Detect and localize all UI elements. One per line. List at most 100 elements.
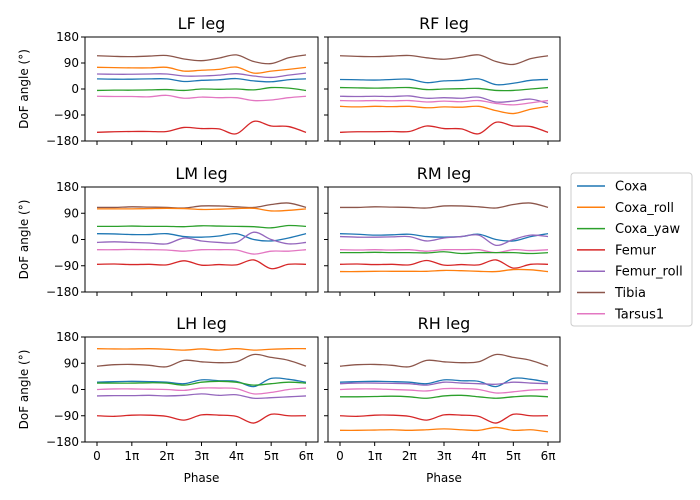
series-line-femur: [96, 259, 307, 270]
legend-item-femur: Femur: [577, 243, 657, 258]
x-tick-label: 6π: [299, 449, 314, 463]
series-line-femur: [96, 413, 307, 424]
legend: Coxa Coxa_roll Coxa_yaw Femur Femur_roll Tibi…: [570, 172, 693, 327]
y-tick-label: 0: [71, 82, 79, 96]
legend-box: [570, 172, 693, 327]
series-line-femur: [339, 121, 549, 135]
series-line-coxa: [339, 78, 549, 86]
x-tick-label: 1π: [367, 449, 382, 463]
series-line-femur_roll: [339, 95, 549, 105]
panel-lh-leg: LH leg −180 −90 0 90 180 0 1π 2π 3π 4π 5π 6π Phase DoF…: [17, 314, 319, 485]
y-axis-label: DoF angle (°): [17, 49, 31, 129]
x-tick-label: 1π: [124, 449, 139, 463]
x-tick-label: 4π: [229, 449, 244, 463]
panel-title: RH leg: [418, 314, 471, 333]
y-axis-label: DoF angle (°): [17, 350, 31, 430]
y-tick-label: 180: [56, 30, 79, 44]
series-line-femur_roll: [339, 234, 549, 247]
x-tick-label: 5π: [264, 449, 279, 463]
y-tick-label: 90: [64, 356, 79, 370]
series-line-coxa_roll: [339, 268, 549, 273]
panel-lf-leg: LF leg −180 −90 0 90 180 DoF angle (°): [17, 14, 319, 148]
series-line-tarsus1: [96, 387, 307, 395]
series-line-tibia: [96, 202, 307, 209]
x-axis-label: Phase: [426, 471, 462, 485]
legend-item-coxa_yaw: Coxa_yaw: [577, 222, 680, 237]
series-line-coxa_yaw: [339, 86, 549, 92]
series-line-coxa_yaw: [96, 224, 307, 229]
series-line-tibia: [339, 202, 549, 209]
panel-title: LM leg: [175, 164, 227, 183]
y-tick-label: 90: [64, 56, 79, 70]
x-axis-label: Phase: [184, 471, 220, 485]
panel-rf-leg: RF leg: [324, 14, 561, 145]
series-line-coxa: [96, 232, 307, 242]
series-line-femur: [96, 120, 307, 135]
panel-lm-leg: LM leg −180 −90 0 90 180 DoF angle (°): [17, 164, 319, 299]
series-line-coxa: [96, 77, 307, 83]
series-line-coxa_roll: [339, 105, 549, 115]
series-line-femur: [339, 259, 549, 269]
legend-item-tibia: Tibia: [577, 286, 646, 301]
legend-label: Tarsus1: [614, 307, 664, 322]
panel-title: LH leg: [176, 314, 226, 333]
y-tick-label: 180: [56, 180, 79, 194]
panel-title: RF leg: [419, 14, 469, 33]
series-line-femur_roll: [96, 231, 307, 245]
series-line-coxa_yaw: [339, 394, 549, 399]
series-line-coxa: [339, 377, 549, 388]
series-line-femur_roll: [96, 393, 307, 400]
series-line-tarsus1: [96, 248, 307, 255]
panel-title: RM leg: [417, 164, 471, 183]
series-line-coxa_yaw: [97, 380, 307, 386]
series-line-coxa: [339, 233, 549, 242]
y-tick-label: 0: [71, 233, 79, 247]
x-tick-label: 0: [93, 449, 101, 463]
series-line-coxa_yaw: [339, 251, 549, 255]
y-tick-label: 0: [71, 383, 79, 397]
legend-item-tarsus1: Tarsus1: [577, 307, 664, 322]
x-tick-label: 3π: [194, 449, 209, 463]
series-line-coxa_roll: [96, 347, 307, 351]
series-line-coxa_roll: [97, 207, 307, 212]
legend-label: Coxa_roll: [615, 201, 674, 216]
panel-rh-leg: RH leg 0 1π 2π 3π 4π 5π 6π Phase: [324, 314, 561, 485]
series-line-coxa_yaw: [96, 86, 307, 92]
series-line-tarsus1: [339, 248, 549, 254]
series-line-tibia: [339, 353, 549, 368]
x-tick-label: 2π: [402, 449, 417, 463]
series-line-tibia: [339, 54, 549, 66]
x-tick-label: 4π: [471, 449, 486, 463]
series-line-femur: [339, 413, 549, 424]
legend-label: Femur: [615, 243, 657, 258]
legend-item-femur_roll: Femur_roll: [577, 265, 683, 280]
x-tick-label: 6π: [541, 449, 556, 463]
legend-label: Coxa_yaw: [615, 222, 680, 237]
y-tick-label: −180: [46, 134, 79, 148]
y-tick-label: −90: [54, 259, 79, 273]
series-line-femur_roll: [339, 381, 549, 386]
series-line-tibia: [96, 353, 307, 368]
series-line-femur_roll: [96, 72, 307, 79]
series-line-tarsus1: [339, 99, 549, 106]
legend-item-coxa_roll: Coxa_roll: [577, 201, 674, 216]
legend-label: Femur_roll: [615, 265, 683, 280]
y-tick-label: −180: [46, 435, 79, 449]
series-line-tarsus1: [96, 94, 307, 102]
legend-label: Coxa: [615, 180, 647, 195]
x-tick-label: 0: [336, 449, 344, 463]
series-line-coxa: [96, 377, 307, 388]
x-tick-label: 2π: [159, 449, 174, 463]
legend-item-coxa: Coxa: [577, 180, 647, 195]
y-tick-label: 180: [56, 330, 79, 344]
y-tick-label: −180: [46, 285, 79, 299]
legend-label: Tibia: [614, 286, 646, 301]
y-tick-label: −90: [54, 409, 79, 423]
series-line-tibia: [96, 54, 307, 65]
panel-rm-leg: RM leg: [324, 164, 561, 296]
y-tick-label: 90: [64, 206, 79, 220]
y-tick-label: −90: [54, 108, 79, 122]
series-line-tarsus1: [339, 387, 549, 394]
x-tick-label: 3π: [437, 449, 452, 463]
